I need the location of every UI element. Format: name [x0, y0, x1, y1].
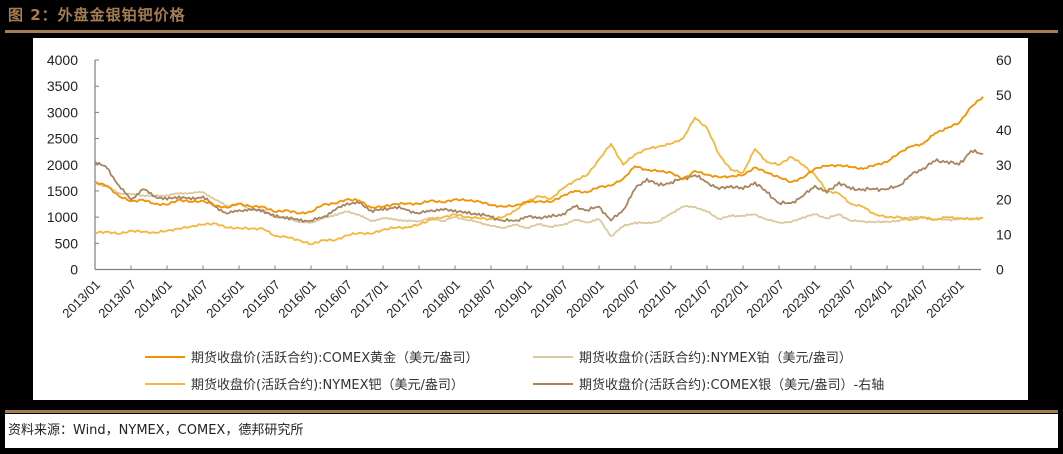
- x-tick-label: 2022/01: [707, 277, 751, 321]
- x-tick-label: 2015/01: [203, 277, 247, 321]
- legend-item-platinum: 期货收盘价(活跃合约):NYMEX铂（美元/盎司）: [533, 347, 852, 366]
- x-tick-label: 2015/07: [239, 277, 283, 321]
- x-tick-label: 2013/01: [59, 277, 103, 321]
- right-tick-label: 50: [996, 87, 1012, 103]
- line-chart: 0 500 1000 1500 2000 2500 3000 3500 4000 0 10 20 30 4…: [47, 52, 1012, 321]
- right-tick-label: 40: [996, 122, 1012, 138]
- left-tick-label: 2000: [47, 157, 78, 173]
- left-tick-label: 0: [70, 262, 78, 278]
- legend-label: 期货收盘价(活跃合约):COMEX黄金（美元/盎司）: [191, 351, 479, 366]
- legend-item-palladium: 期货收盘价(活跃合约):NYMEX钯（美元/盎司）: [145, 374, 464, 393]
- x-tick-label: 2019/01: [491, 277, 535, 321]
- x-tick-label: 2023/01: [779, 277, 823, 321]
- right-tick-label: 20: [996, 192, 1012, 208]
- x-tick-label: 2023/07: [815, 277, 859, 321]
- legend-swatch-silver: [533, 382, 573, 385]
- figure-title: 图 2：外盘金银铂钯价格: [8, 6, 186, 24]
- x-tick-label: 2024/07: [887, 277, 931, 321]
- left-tick-label: 2500: [47, 131, 78, 147]
- x-tick-label: 2014/07: [167, 277, 211, 321]
- x-tick-label: 2019/07: [527, 277, 571, 321]
- title-divider: [5, 30, 1058, 33]
- x-tick-label: 2021/07: [671, 277, 715, 321]
- x-tick-label: 2025/01: [923, 277, 967, 321]
- left-tick-label: 500: [55, 235, 79, 251]
- legend-label: 期货收盘价(活跃合约):NYMEX钯（美元/盎司）: [191, 378, 464, 393]
- legend-item-gold: 期货收盘价(活跃合约):COMEX黄金（美元/盎司）: [145, 347, 479, 366]
- left-tick-label: 1000: [47, 209, 78, 225]
- source-note: 资料来源：Wind，NYMEX，COMEX，德邦研究所: [5, 414, 1058, 448]
- series-line: [94, 116, 984, 246]
- legend-swatch-palladium: [145, 382, 185, 385]
- x-tick-label: 2020/07: [599, 277, 643, 321]
- left-tick-label: 1500: [47, 183, 78, 199]
- legend-swatch-platinum: [533, 355, 573, 358]
- right-tick-label: 60: [996, 52, 1012, 68]
- x-tick-label: 2018/07: [455, 277, 499, 321]
- x-tick-label: 2024/01: [851, 277, 895, 321]
- x-tick-label: 2018/01: [419, 277, 463, 321]
- left-tick-label: 3500: [47, 78, 78, 94]
- x-tick-label: 2020/01: [563, 277, 607, 321]
- series-line: [94, 96, 984, 215]
- x-tick-label: 2022/07: [743, 277, 787, 321]
- left-tick-label: 4000: [47, 52, 78, 68]
- x-tick-label: 2014/01: [131, 277, 175, 321]
- chart-container: 0 500 1000 1500 2000 2500 3000 3500 4000 0 10 20 30 4…: [33, 38, 1028, 400]
- series-line: [94, 149, 984, 223]
- legend-label: 期货收盘价(活跃合约):NYMEX铂（美元/盎司）: [579, 351, 852, 366]
- source-divider: [5, 410, 1058, 413]
- legend-label: 期货收盘价(活跃合约):COMEX银（美元/盎司）-右轴: [579, 378, 885, 393]
- right-tick-label: 30: [996, 157, 1012, 173]
- right-tick-label: 10: [996, 227, 1012, 243]
- legend-swatch-gold: [145, 355, 185, 358]
- x-tick-label: 2021/01: [635, 277, 679, 321]
- x-tick-label: 2016/01: [275, 277, 319, 321]
- right-tick-label: 0: [996, 262, 1004, 278]
- x-tick-label: 2013/07: [95, 277, 139, 321]
- x-tick-label: 2017/01: [347, 277, 391, 321]
- x-tick-label: 2017/07: [383, 277, 427, 321]
- x-tick-label: 2016/07: [311, 277, 355, 321]
- legend-item-silver: 期货收盘价(活跃合约):COMEX银（美元/盎司）-右轴: [533, 374, 884, 393]
- left-tick-label: 3000: [47, 104, 78, 120]
